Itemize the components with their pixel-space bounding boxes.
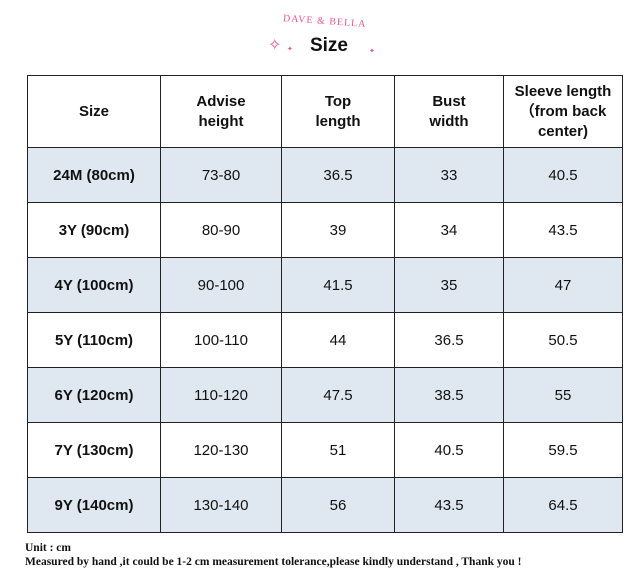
table-cell: 50.5 (503, 312, 623, 368)
table-cell: 130-140 (160, 477, 282, 533)
table-cell: 47 (503, 257, 623, 313)
column-header: Sleeve length （from back center) (503, 75, 623, 148)
table-row: 24M (80cm) 73-80 36.5 33 40.5 (27, 147, 623, 203)
table-cell: 40.5 (503, 147, 623, 203)
table-cell: 73-80 (160, 147, 282, 203)
table-cell: 34 (394, 202, 504, 258)
size-cell: 4Y (100cm) (27, 257, 161, 313)
size-cell: 7Y (130cm) (27, 422, 161, 478)
table-row: 5Y (110cm) 100-110 44 36.5 50.5 (27, 312, 623, 368)
size-cell: 9Y (140cm) (27, 477, 161, 533)
size-cell: 24M (80cm) (27, 147, 161, 203)
table-row: 4Y (100cm) 90-100 41.5 35 47 (27, 257, 623, 313)
sparkle-small-icon: ✦ (287, 46, 293, 53)
table-cell: 43.5 (394, 477, 504, 533)
table-cell: 40.5 (394, 422, 504, 478)
table-cell: 44 (281, 312, 395, 368)
table-cell: 56 (281, 477, 395, 533)
table-cell: 39 (281, 202, 395, 258)
column-header: Top length (281, 75, 395, 148)
table-cell: 110-120 (160, 367, 282, 423)
table-cell: 35 (394, 257, 504, 313)
unit-note: Unit : cm (25, 542, 71, 554)
table-cell: 33 (394, 147, 504, 203)
table-cell: 80-90 (160, 202, 282, 258)
table-cell: 47.5 (281, 367, 395, 423)
sparkle-icon: ✧ (268, 37, 282, 54)
table-cell: 55 (503, 367, 623, 423)
footer-notes: Unit : cm Measured by hand ,it could be … (25, 541, 521, 569)
table-cell: 41.5 (281, 257, 395, 313)
table-cell: 43.5 (503, 202, 623, 258)
table-cell: 51 (281, 422, 395, 478)
size-cell: 5Y (110cm) (27, 312, 161, 368)
column-header: Size (27, 75, 161, 148)
size-cell: 6Y (120cm) (27, 367, 161, 423)
column-header: Advise height (160, 75, 282, 148)
table-cell: 120-130 (160, 422, 282, 478)
table-row: 7Y (130cm) 120-130 51 40.5 59.5 (27, 422, 623, 478)
table-cell: 90-100 (160, 257, 282, 313)
table-cell: 64.5 (503, 477, 623, 533)
table-row: 6Y (120cm) 110-120 47.5 38.5 55 (27, 367, 623, 423)
page-title: Size (309, 35, 349, 56)
column-header: Bust width (394, 75, 504, 148)
size-cell: 3Y (90cm) (27, 202, 161, 258)
size-chart-table: Size Advise height Top length Bust width… (27, 75, 623, 533)
header: DAVE & BELLA ✧ ✦ Size ✦ (0, 0, 640, 70)
table-row: 9Y (140cm) 130-140 56 43.5 64.5 (27, 477, 623, 533)
table-cell: 59.5 (503, 422, 623, 478)
table-row: 3Y (90cm) 80-90 39 34 43.5 (27, 202, 623, 258)
table-cell: 36.5 (281, 147, 395, 203)
sparkle-small-icon: ✦ (369, 48, 375, 55)
brand-logo-text: DAVE & BELLA (282, 13, 367, 30)
table-cell: 100-110 (160, 312, 282, 368)
tolerance-note: Measured by hand ,it could be 1-2 cm mea… (25, 556, 522, 568)
table-cell: 38.5 (394, 367, 504, 423)
table-cell: 36.5 (394, 312, 504, 368)
table-header-row: Size Advise height Top length Bust width… (27, 75, 623, 148)
